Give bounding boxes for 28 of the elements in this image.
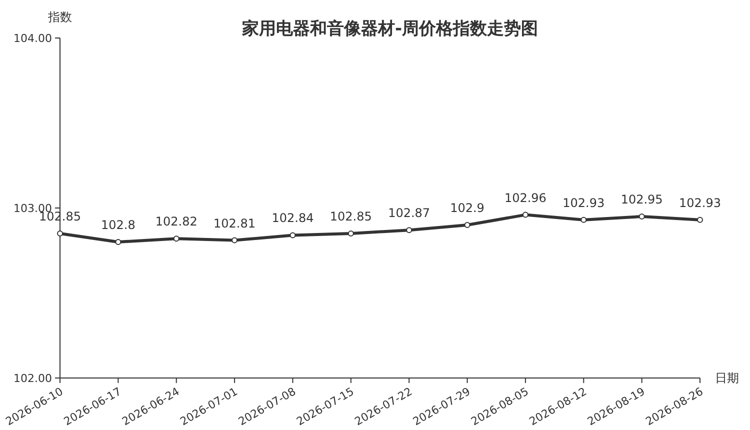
data-label: 102.87 (388, 206, 430, 220)
data-label: 102.9 (450, 201, 484, 215)
point (115, 239, 122, 245)
point (173, 236, 180, 242)
data-label: 102.85 (330, 210, 372, 224)
point (638, 214, 645, 220)
data-label: 102.8 (101, 218, 136, 232)
x-axis-title: 日期 (715, 371, 739, 385)
data-label: 102.84 (272, 211, 314, 226)
point (464, 222, 470, 228)
point (580, 216, 587, 223)
data-label: 102.81 (214, 216, 256, 230)
point (348, 230, 354, 236)
point (290, 232, 296, 238)
data-label: 102.95 (620, 192, 663, 206)
data-label: 102.96 (504, 190, 546, 205)
point (522, 212, 528, 218)
y-tick-label: 104.00 (14, 32, 52, 45)
point (57, 230, 63, 236)
point (406, 227, 412, 234)
y-axis-title: 指数 (47, 10, 72, 24)
data-label: 102.93 (562, 196, 605, 210)
data-label: 102.93 (679, 196, 721, 210)
chart-title: 家用电器和音像器材-周价格指数走势图 (240, 19, 538, 39)
point (232, 237, 238, 244)
point (697, 216, 703, 223)
y-tick-label: 102.00 (14, 372, 52, 385)
data-label: 102.82 (155, 214, 198, 229)
